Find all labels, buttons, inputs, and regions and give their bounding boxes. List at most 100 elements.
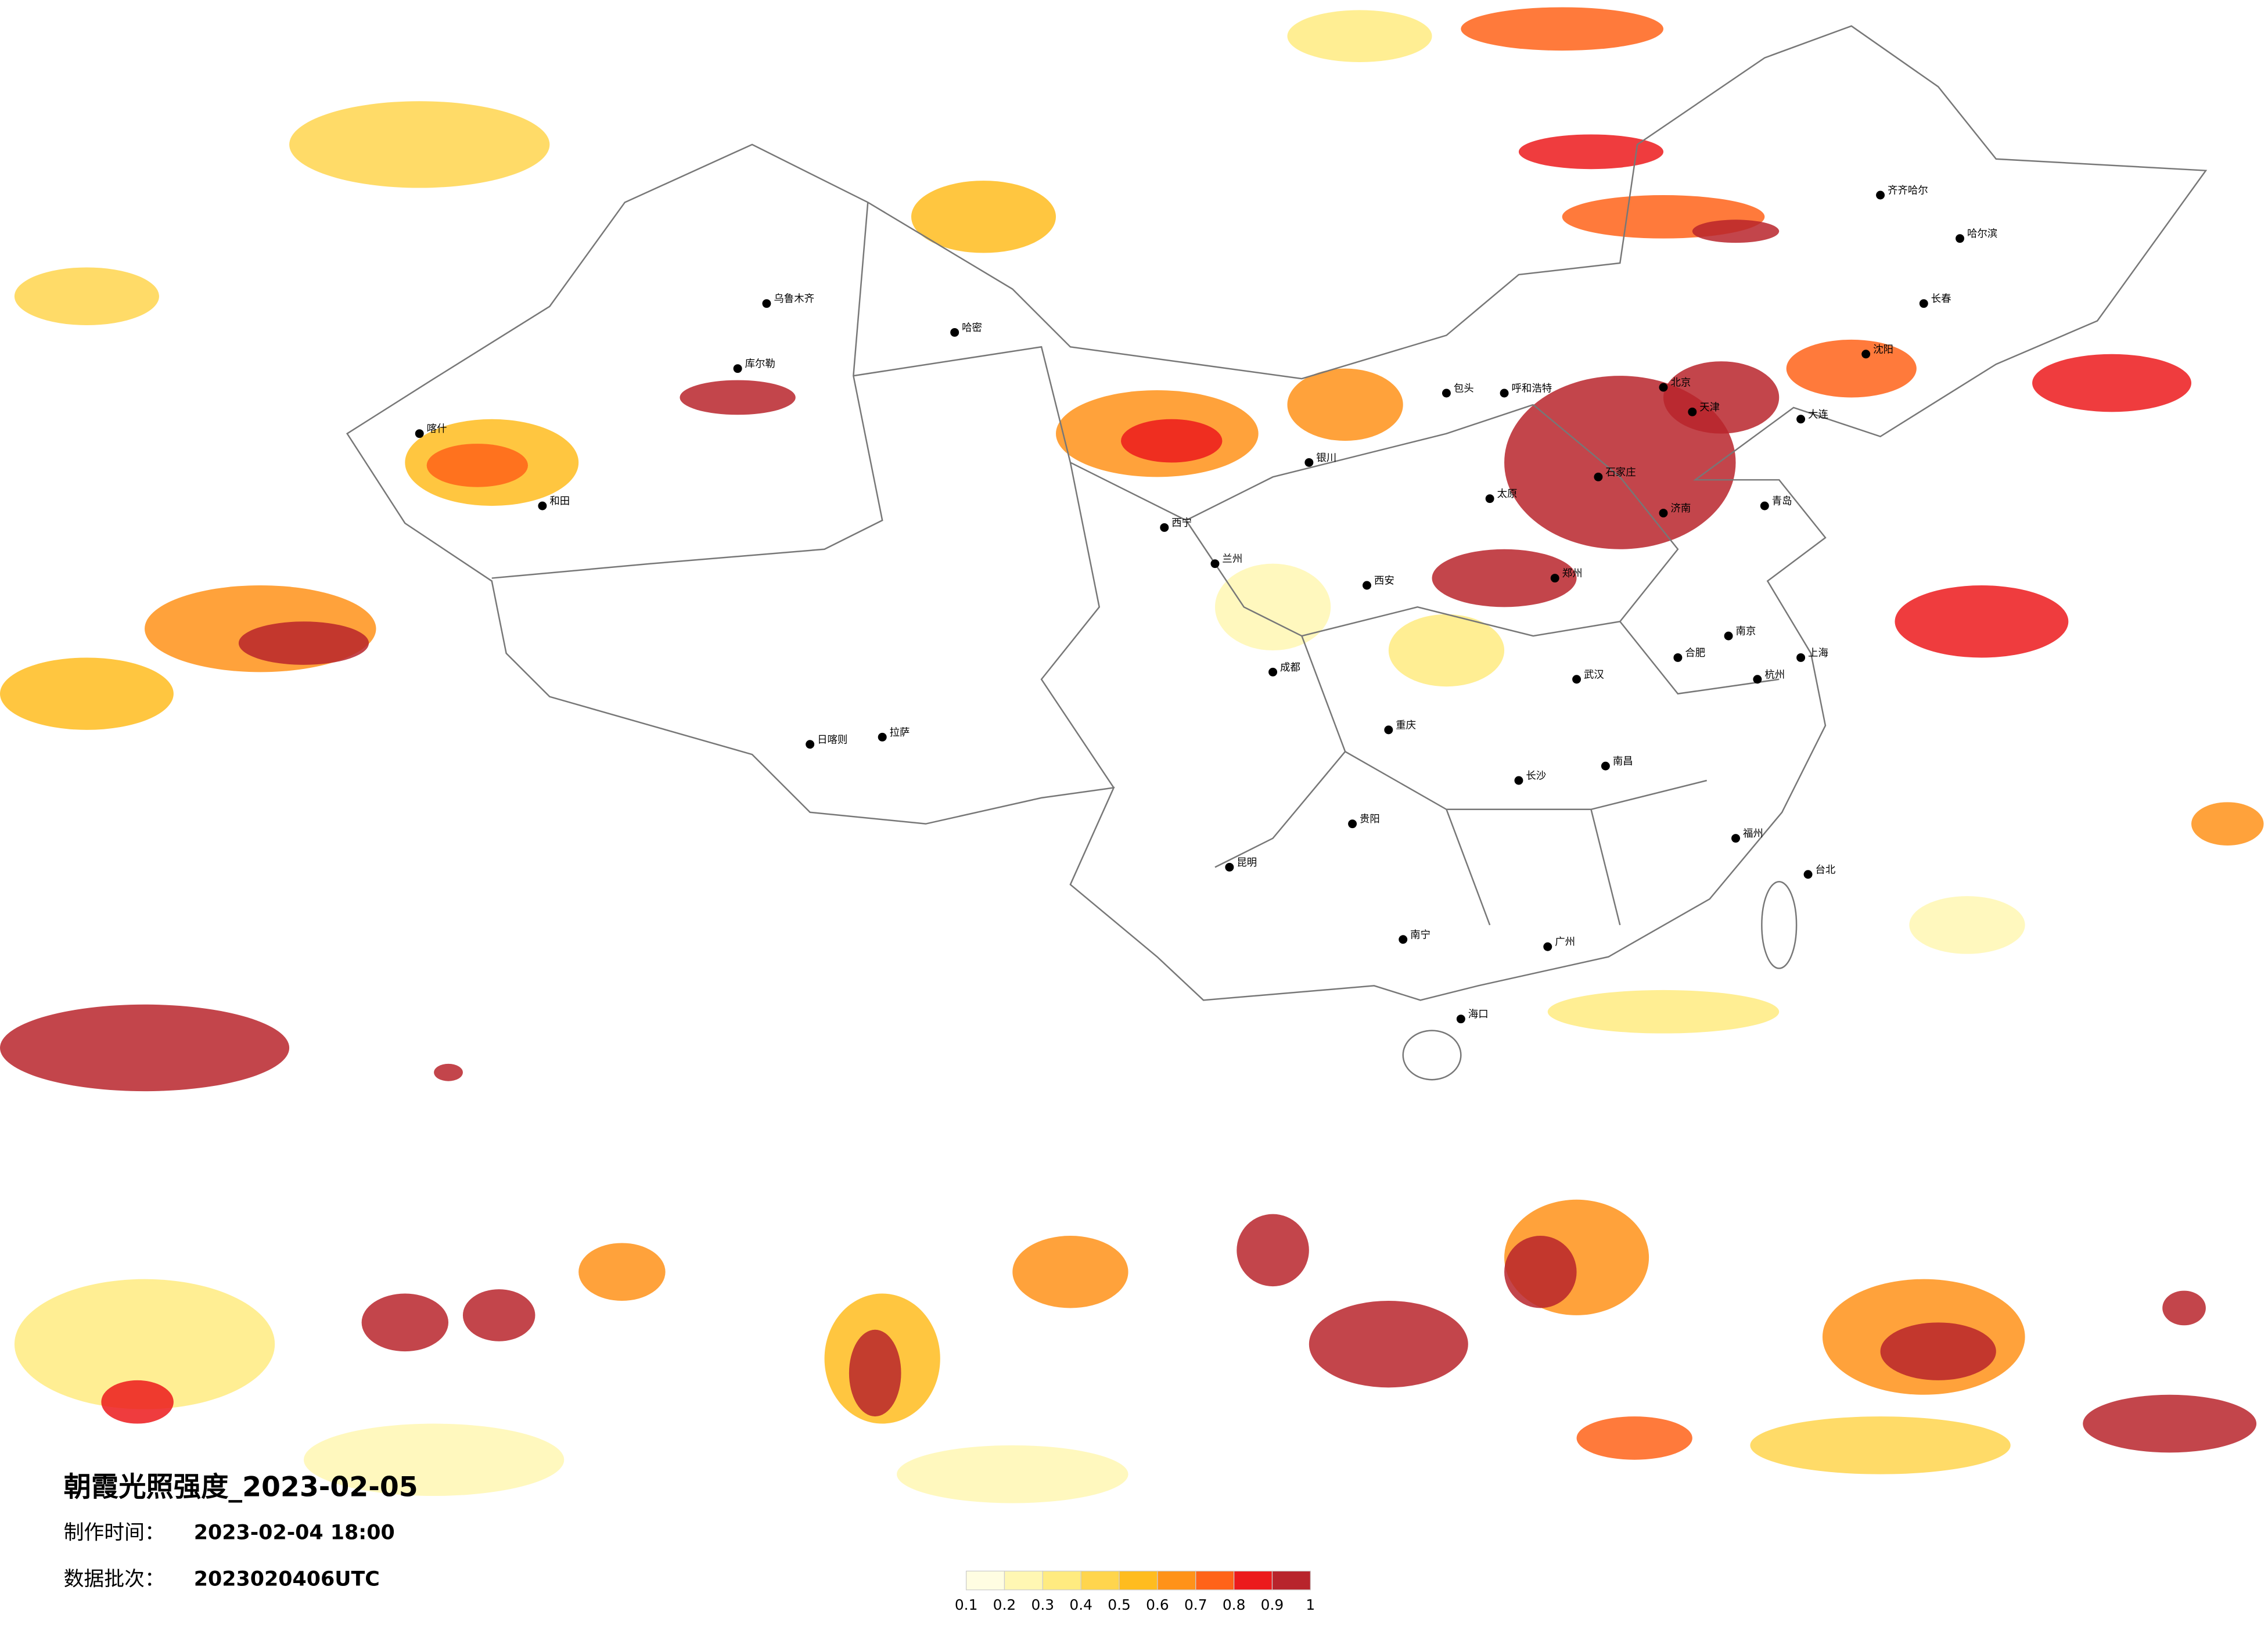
city-label: 大连: [1808, 409, 1828, 420]
city-dot: [1753, 675, 1762, 684]
intensity-patch: [1432, 549, 1577, 607]
city-dot: [806, 740, 815, 749]
colorbar-tick-label: 1: [1306, 1596, 1315, 1613]
intensity-patch: [1309, 1301, 1468, 1388]
intensity-patch: [680, 380, 796, 415]
city-label: 福州: [1743, 828, 1763, 840]
intensity-patch: [1750, 1416, 2011, 1474]
city-dot: [1362, 581, 1371, 590]
intensity-patch: [1576, 1416, 1692, 1460]
intensity-patch: [361, 1293, 449, 1352]
city-dot: [1442, 388, 1451, 398]
city-dot: [1594, 472, 1603, 481]
intensity-patch: [2083, 1394, 2257, 1453]
city-dot: [1225, 862, 1234, 872]
intensity-patch: [911, 181, 1056, 253]
city-dot: [1514, 776, 1523, 785]
city-label: 合肥: [1685, 647, 1705, 659]
city-label: 西宁: [1171, 517, 1192, 529]
intensity-patch: [1547, 990, 1780, 1034]
city-dot: [1796, 415, 1806, 424]
city-dot: [1456, 1015, 1465, 1024]
city-label: 呼和浩特: [1512, 383, 1552, 395]
city-dot: [762, 299, 771, 308]
city-label: 沈阳: [1873, 344, 1893, 355]
colorbar-swatch: [965, 1570, 1005, 1591]
colorbar-tick-label: 0.9: [1261, 1596, 1284, 1613]
city-label: 昆明: [1237, 857, 1257, 869]
city-dot: [1500, 388, 1509, 398]
city-dot: [1760, 501, 1769, 510]
intensity-patch: [434, 1063, 463, 1081]
intensity-patch: [2032, 354, 2192, 412]
city-dot: [1399, 935, 1408, 944]
city-dot: [1956, 234, 1965, 243]
intensity-patch: [1663, 361, 1780, 434]
colorbar: 0.1 0.2 0.3 0.4 0.5 0.6 0.7 0.8 0.9 1: [955, 1570, 1315, 1613]
city-label: 哈尔滨: [1967, 228, 1997, 240]
colorbar-tick-label: 0.7: [1184, 1596, 1207, 1613]
city-dot: [1724, 631, 1733, 641]
province-border: [491, 202, 1780, 926]
intensity-patch: [849, 1329, 901, 1417]
intensity-patch: [2191, 802, 2264, 846]
city-label: 喀什: [427, 423, 447, 435]
city-label: 海口: [1468, 1009, 1489, 1020]
city-label: 兰州: [1222, 553, 1242, 565]
intensity-patch: [426, 444, 529, 487]
hainan-border: [1402, 1030, 1462, 1081]
colorbar-swatch: [1042, 1570, 1081, 1591]
city-dot: [538, 501, 547, 510]
city-dot: [950, 328, 959, 337]
city-label: 银川: [1316, 452, 1336, 464]
city-dot: [1550, 574, 1559, 583]
city-label: 乌鲁木齐: [774, 293, 814, 305]
city-label: 和田: [549, 496, 570, 508]
colorbar-swatch: [1157, 1570, 1196, 1591]
colorbar-tick-label: 0.5: [1108, 1596, 1131, 1613]
city-label: 青岛: [1772, 496, 1792, 508]
city-dot: [1659, 383, 1668, 392]
intensity-patch: [1880, 1322, 1996, 1380]
city-label: 库尔勒: [745, 358, 775, 370]
city-dot: [1659, 509, 1668, 518]
intensity-patch: [1518, 134, 1663, 170]
intensity-patch: [578, 1243, 666, 1301]
info-label: 数据批次：: [64, 1567, 165, 1591]
city-label: 武汉: [1584, 669, 1604, 681]
intensity-layer: [0, 7, 2264, 1503]
city-label: 拉萨: [890, 727, 910, 739]
intensity-patch: [462, 1289, 535, 1341]
intensity-patch: [101, 1380, 174, 1424]
city-label: 齐齐哈尔: [1888, 185, 1928, 197]
intensity-patch: [303, 1423, 565, 1496]
intensity-patch: [289, 101, 550, 188]
intensity-patch: [1786, 339, 1917, 398]
intensity-patch: [0, 657, 174, 730]
city-label: 成都: [1280, 662, 1300, 674]
intensity-patch: [1287, 10, 1432, 63]
city-dot: [1803, 870, 1813, 879]
colorbar-swatch: [1119, 1570, 1158, 1591]
info-value: 2023-02-04 18:00: [194, 1521, 395, 1545]
intensity-patch: [1214, 563, 1331, 650]
intensity-patch: [1287, 368, 1403, 441]
city-label: 石家庄: [1605, 467, 1636, 479]
intensity-patch: [1504, 1236, 1577, 1308]
intensity-patch: [1895, 585, 2069, 658]
city-label: 长沙: [1526, 771, 1546, 782]
city-label: 上海: [1808, 647, 1828, 659]
city-label: 南宁: [1410, 929, 1430, 941]
country-outline: [346, 25, 2208, 1081]
city-dot: [1384, 725, 1393, 735]
city-label: 天津: [1699, 402, 1720, 413]
city-dot: [1796, 653, 1806, 662]
city-dot: [1543, 942, 1552, 951]
colorbar-tick-label: 0.4: [1069, 1596, 1092, 1613]
city-dot: [1572, 675, 1582, 684]
colorbar-swatch: [1271, 1570, 1311, 1591]
intensity-patch: [14, 267, 159, 325]
city-dot: [1861, 350, 1871, 359]
city-label: 杭州: [1764, 669, 1785, 681]
